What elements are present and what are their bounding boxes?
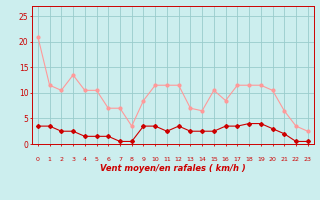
X-axis label: Vent moyen/en rafales ( km/h ): Vent moyen/en rafales ( km/h ) — [100, 164, 246, 173]
